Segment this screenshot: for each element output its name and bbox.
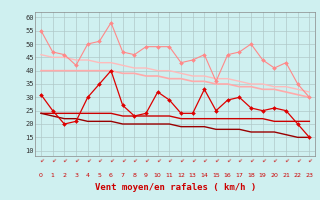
- X-axis label: Vent moyen/en rafales ( km/h ): Vent moyen/en rafales ( km/h ): [95, 183, 256, 192]
